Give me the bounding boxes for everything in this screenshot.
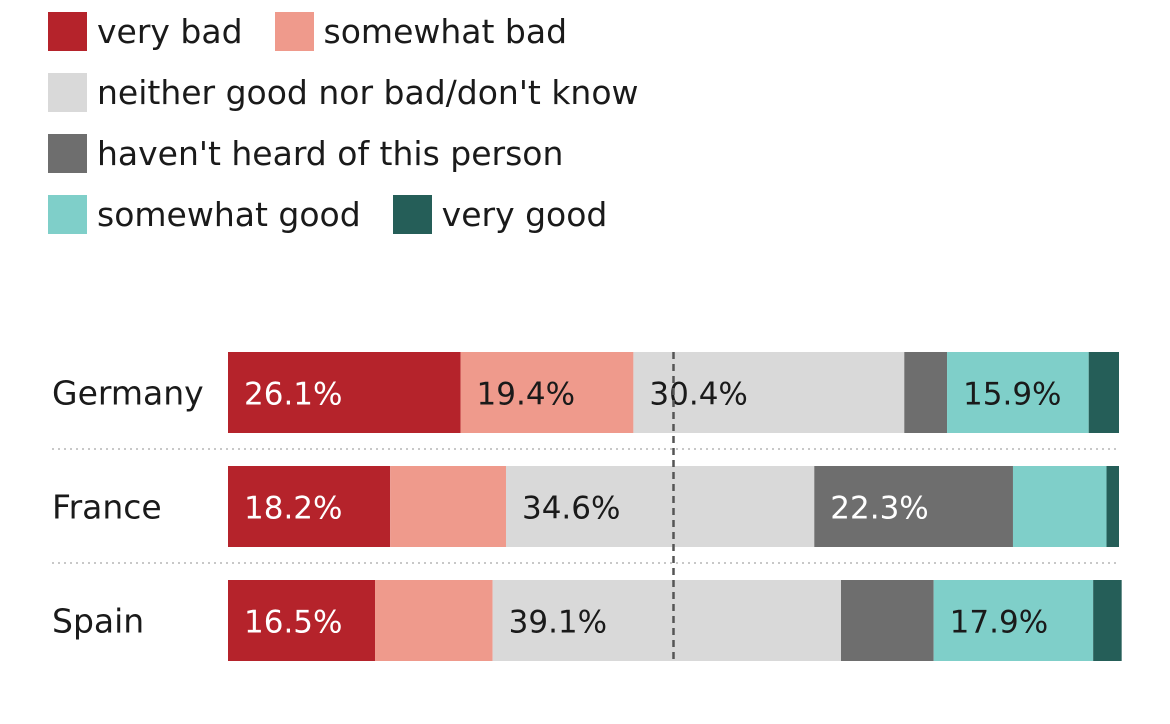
legend-swatch-somewhat-bad (274, 12, 314, 51)
bar-segment-spain-2 (492, 580, 842, 661)
legend-item-somewhat-good: somewhat good (48, 195, 361, 234)
legend-swatch-neither (48, 73, 87, 112)
data-label-germany-4: 15.9% (963, 377, 1061, 413)
legend-label-somewhat-good: somewhat good (97, 195, 361, 234)
bar-segment-germany-4 (947, 352, 1089, 433)
bar-segment-spain-5 (1093, 580, 1122, 661)
legend-label-very-good: very good (441, 195, 608, 234)
bar-segment-germany-5 (1088, 352, 1119, 433)
bar-segment-germany-1 (460, 352, 634, 433)
data-label-spain-0: 16.5% (244, 605, 342, 641)
legend-swatch-very-bad (48, 12, 87, 51)
bar-segment-spain-1 (375, 580, 493, 661)
data-label-spain-4: 17.9% (950, 605, 1048, 641)
data-label-germany-2: 30.4% (649, 377, 747, 413)
bar-segment-germany-3 (904, 352, 948, 433)
bar-segment-germany-0 (228, 352, 461, 433)
legend-label-neither: neither good nor bad/don't know (97, 73, 639, 112)
legend-row-3: haven't heard of this person (48, 134, 595, 173)
legend-item-somewhat-bad: somewhat bad (274, 12, 568, 51)
bar-segment-germany-2 (633, 352, 905, 433)
data-label-germany-1: 19.4% (477, 377, 575, 413)
data-label-spain-2: 39.1% (509, 605, 607, 641)
bar-segment-france-2 (505, 466, 815, 547)
data-label-france-2: 34.6% (522, 491, 620, 527)
legend-swatch-havent-heard (48, 134, 87, 173)
legend-label-somewhat-bad: somewhat bad (323, 12, 568, 51)
category-label-france: France (52, 488, 162, 527)
legend-swatch-somewhat-good (48, 195, 87, 234)
legend-item-very-bad: very bad (48, 12, 243, 51)
bar-segment-france-4 (1012, 466, 1107, 547)
legend-row-1: very bad somewhat bad (48, 12, 599, 51)
category-label-spain: Spain (52, 602, 144, 641)
bar-segment-spain-3 (841, 580, 934, 661)
bar-segment-spain-0 (228, 580, 376, 661)
legend-label-havent-heard: haven't heard of this person (97, 134, 564, 173)
legend-row-4: somewhat good very good (48, 195, 639, 234)
data-label-france-3: 22.3% (830, 491, 928, 527)
category-label-germany: Germany (52, 374, 204, 413)
bar-segment-france-0 (228, 466, 391, 547)
bar-segment-france-5 (1106, 466, 1119, 547)
legend-row-2: neither good nor bad/don't know (48, 73, 671, 112)
legend-item-neither: neither good nor bad/don't know (48, 73, 639, 112)
legend-item-havent-heard: haven't heard of this person (48, 134, 563, 173)
legend-swatch-very-good (392, 195, 432, 234)
bar-segment-france-1 (390, 466, 506, 547)
data-label-germany-0: 26.1% (244, 377, 342, 413)
bar-segment-france-3 (814, 466, 1013, 547)
bar-segment-spain-4 (933, 580, 1094, 661)
legend-label-very-bad: very bad (97, 12, 243, 51)
data-label-france-0: 18.2% (244, 491, 342, 527)
legend-item-very-good: very good (392, 195, 608, 234)
